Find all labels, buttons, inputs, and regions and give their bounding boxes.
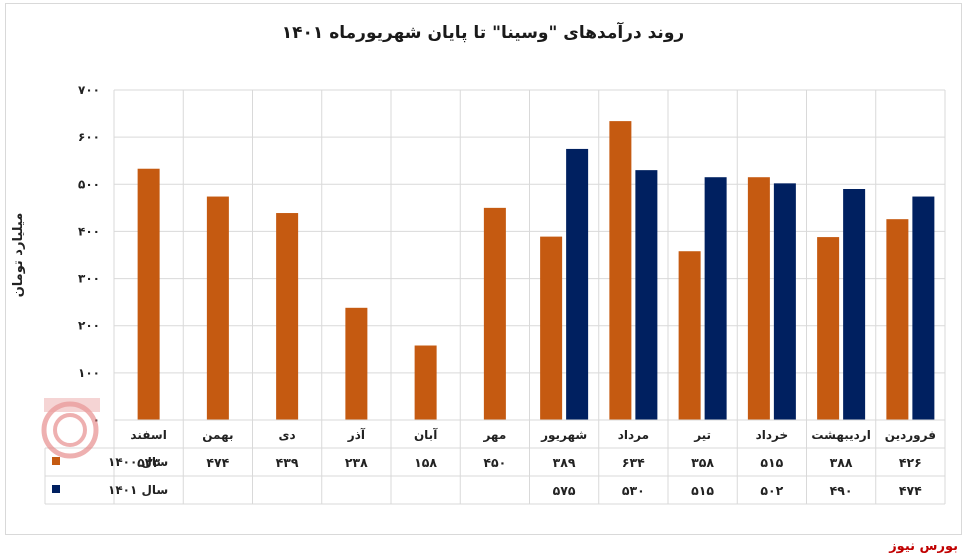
- category-label: آذر: [347, 427, 366, 442]
- bar-1401: [912, 196, 935, 420]
- bar-1400: [137, 168, 160, 420]
- category-label: بهمن: [202, 428, 233, 442]
- y-tick-label: ۳۰۰: [78, 272, 100, 286]
- bar-1400: [678, 251, 701, 420]
- bar-1401: [843, 189, 866, 420]
- legend-swatch: [52, 457, 60, 465]
- category-label: تیر: [693, 428, 711, 442]
- data-label: ۵۳۰: [622, 483, 645, 498]
- bar-1400: [747, 177, 770, 420]
- y-tick-label: ۶۰۰: [78, 130, 100, 144]
- data-label: ۵۳۳: [137, 455, 160, 470]
- source-label: بورس نیوز: [889, 539, 958, 554]
- bar-1400: [206, 196, 229, 420]
- y-tick-label: ۲۰۰: [78, 319, 100, 333]
- category-label: مرداد: [618, 428, 649, 442]
- data-label: ۴۷۴: [206, 455, 229, 470]
- data-label: ۳۵۸: [691, 455, 714, 470]
- bar-1400: [886, 219, 909, 420]
- category-label: دی: [279, 428, 296, 442]
- category-label: اسفند: [130, 428, 166, 442]
- data-label: ۵۱۵: [760, 455, 783, 470]
- category-label: مهر: [482, 428, 506, 442]
- bar-1400: [345, 307, 368, 420]
- y-tick-label: ۷۰۰: [78, 83, 100, 97]
- bar-1401: [635, 170, 658, 420]
- bar-1401: [773, 183, 796, 420]
- y-axis-label: میلیارد تومان: [11, 213, 26, 298]
- y-tick-label: ۴۰۰: [78, 224, 100, 238]
- bar-1400: [609, 121, 632, 420]
- y-tick-label: ۱۰۰: [78, 366, 100, 380]
- data-table: فروردین ۴۲۶ ۴۷۴ اردیبهشت ۳۸۸ ۴۹۰ خرداد ۵۱۵ ۵۰۲ تی…: [44, 419, 946, 505]
- watermark-logo: [41, 398, 100, 459]
- data-label: ۵۰۲: [760, 483, 783, 498]
- bar-1400: [483, 207, 506, 420]
- data-label: ۵۷۵: [553, 483, 576, 498]
- bars: [137, 121, 935, 420]
- y-axis-label-group: میلیارد تومان: [11, 213, 26, 298]
- bar-1400: [817, 237, 840, 420]
- data-label: ۳۸۹: [553, 455, 576, 470]
- data-label: ۴۷۴: [899, 483, 922, 498]
- category-label: خرداد: [756, 428, 789, 442]
- data-label: ۱۵۸: [414, 455, 437, 470]
- legend-label: سال ۱۴۰۰: [108, 455, 168, 469]
- data-label: ۵۱۵: [691, 483, 714, 498]
- category-label: اردیبهشت: [811, 428, 870, 442]
- legend-label: سال ۱۴۰۱: [108, 483, 168, 497]
- category-label: شهریور: [540, 428, 587, 443]
- category-label: آبان: [414, 427, 438, 442]
- data-label: ۴۲۶: [899, 455, 922, 470]
- category-label: فروردین: [885, 428, 936, 443]
- y-tick-label: ۵۰۰: [78, 177, 100, 191]
- data-label: ۴۵۰: [483, 455, 506, 470]
- bar-1400: [414, 345, 437, 420]
- chart-frame: [5, 3, 962, 535]
- bar-1401: [704, 177, 727, 420]
- data-label: ۴۳۹: [276, 455, 299, 470]
- bar-1400: [276, 213, 299, 420]
- data-label: ۲۳۸: [345, 455, 368, 470]
- bar-1401: [566, 148, 589, 420]
- data-label: ۴۹۰: [830, 483, 853, 498]
- bar-1400: [540, 236, 563, 420]
- legend-swatch: [52, 485, 60, 493]
- data-label: ۳۸۸: [830, 455, 853, 470]
- chart-title: روند درآمدهای "وسینا" تا پایان شهریورماه…: [282, 21, 684, 43]
- data-label: ۶۳۴: [622, 455, 645, 470]
